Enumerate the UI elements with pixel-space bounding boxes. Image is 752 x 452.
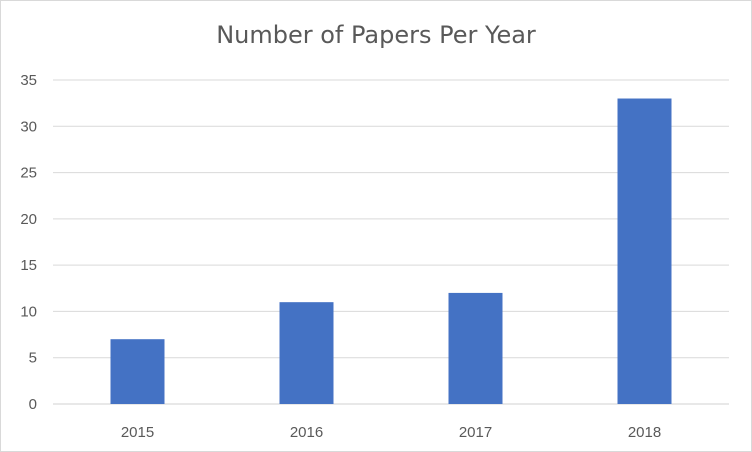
- bar-2017: [448, 292, 503, 404]
- y-tick-label: 5: [29, 350, 37, 367]
- y-tick-label: 30: [20, 118, 37, 135]
- y-tick-label: 35: [20, 72, 37, 89]
- bars: [110, 98, 672, 404]
- x-tick-label: 2015: [121, 424, 154, 441]
- y-tick-label: 20: [20, 211, 37, 228]
- x-tick-label: 2016: [290, 424, 323, 441]
- y-tick-label: 25: [20, 165, 37, 182]
- x-tick-label: 2018: [628, 424, 661, 441]
- y-tick-label: 15: [20, 257, 37, 274]
- x-axis-ticks: 2015 2016 2017 2018: [121, 424, 661, 441]
- bar-2015: [110, 339, 165, 404]
- bar-2018: [617, 98, 672, 404]
- y-tick-label: 10: [20, 303, 37, 320]
- x-tick-label: 2017: [459, 424, 492, 441]
- gridlines: [53, 79, 729, 405]
- y-tick-label: 0: [29, 396, 37, 413]
- y-axis-ticks: 0 5 10 15 20 25 30 35: [20, 72, 37, 413]
- chart-title: Number of Papers Per Year: [216, 21, 536, 49]
- bar-2016: [279, 302, 334, 404]
